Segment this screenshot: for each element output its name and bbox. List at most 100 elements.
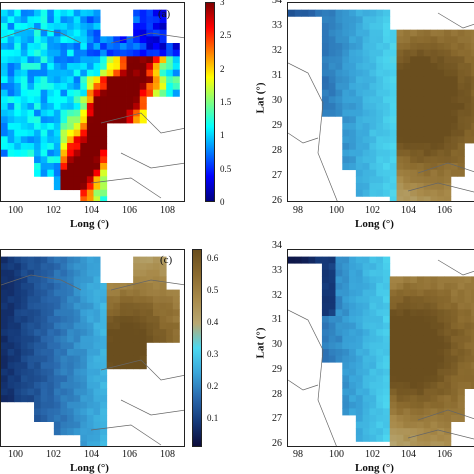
grid-cell [20, 56, 28, 64]
grid-cell [396, 276, 404, 284]
grid-cell [73, 176, 81, 184]
grid-cell [362, 29, 370, 37]
grid-cell [60, 375, 68, 383]
grid-cell [335, 263, 343, 271]
grid-cell [464, 103, 472, 111]
grid-cell [342, 49, 350, 57]
panel-tag-c: (c) [160, 254, 173, 266]
grid-cell [40, 289, 48, 297]
grid-cell [450, 69, 459, 77]
grid-cell [172, 316, 180, 323]
grid-cell [73, 428, 81, 436]
grid-cell [369, 382, 377, 389]
grid-cell [60, 63, 68, 71]
grid-cell [106, 342, 114, 350]
grid-cell [93, 189, 101, 197]
grid-cell [362, 49, 370, 57]
grid-cell [403, 401, 411, 409]
grid-cell [335, 29, 343, 37]
grid-cell [60, 156, 68, 164]
grid-cell [7, 9, 15, 17]
grid-cell [1, 43, 9, 51]
grid-cell [410, 56, 418, 64]
grid-cell [53, 428, 61, 436]
grid-cell [355, 143, 364, 151]
grid-cell [335, 9, 343, 17]
grid-cell [423, 388, 431, 396]
grid-cell [328, 69, 336, 77]
grid-cell [34, 322, 42, 330]
grid-cell [450, 355, 459, 363]
boundary-line [90, 424, 162, 446]
grid-cell [430, 116, 438, 124]
grid-cell [67, 263, 75, 271]
grid-cell [86, 316, 94, 323]
grid-cell [335, 309, 343, 317]
grid-cell [471, 355, 474, 363]
grid-cell [14, 388, 22, 396]
grid-cell [7, 149, 15, 157]
grid-cell [437, 408, 445, 416]
grid-cell [7, 355, 15, 363]
grid-cell [437, 69, 445, 77]
grid-cell [67, 421, 75, 429]
grid-cell [450, 149, 459, 157]
grid-cell [450, 309, 459, 317]
grid-cell [133, 116, 141, 124]
grid-cell [444, 83, 452, 91]
grid-cell [172, 43, 180, 51]
grid-cell [139, 316, 147, 323]
grid-cell [47, 335, 55, 343]
grid-cell [119, 316, 127, 323]
grid-cell [40, 401, 48, 409]
grid-cell [100, 89, 108, 97]
grid-cell [119, 76, 127, 84]
grid-cell [369, 9, 377, 17]
grid-cell [321, 76, 330, 84]
grid-cell [383, 256, 391, 264]
grid-cell [423, 123, 431, 131]
grid-cell [416, 368, 425, 376]
grid-cell [113, 355, 121, 363]
grid-cell [1, 335, 9, 343]
grid-cell [450, 395, 459, 403]
grid-cell [416, 149, 425, 157]
grid-cell [67, 302, 75, 310]
grid-cell [53, 296, 61, 304]
grid-cell [410, 316, 418, 323]
grid-cell [7, 63, 15, 71]
grid-cell [73, 335, 81, 343]
grid-cell [450, 123, 459, 131]
grid-cell [100, 408, 108, 416]
grid-cell [362, 23, 370, 31]
grid-cell [416, 441, 425, 446]
grid-cell [1, 109, 9, 117]
grid-cell [437, 83, 445, 91]
grid-cell [471, 342, 474, 350]
grid-cell [410, 289, 418, 297]
grid-cell [100, 149, 108, 157]
boundary-line [417, 162, 474, 174]
grid-cell [355, 156, 364, 164]
cbar-tick-label: 0.5 [207, 285, 219, 295]
grid-cell [416, 302, 425, 310]
grid-cell [396, 29, 404, 37]
grid-cell [389, 322, 397, 330]
grid-cell [73, 316, 81, 323]
grid-cell [403, 163, 411, 171]
grid-cell [14, 256, 22, 264]
grid-cell [423, 375, 431, 383]
grid-cell [34, 116, 42, 124]
grid-cell [376, 263, 384, 271]
grid-cell [1, 276, 9, 284]
grid-cell [383, 401, 391, 409]
grid-cell [376, 256, 384, 264]
grid-cell [146, 49, 154, 57]
grid-cell [396, 103, 404, 111]
grid-cell [383, 421, 391, 429]
grid-cell [437, 355, 445, 363]
grid-cell [376, 355, 384, 363]
grid-cell [93, 322, 101, 330]
grid-cell [67, 362, 75, 370]
grid-cell [430, 329, 438, 337]
